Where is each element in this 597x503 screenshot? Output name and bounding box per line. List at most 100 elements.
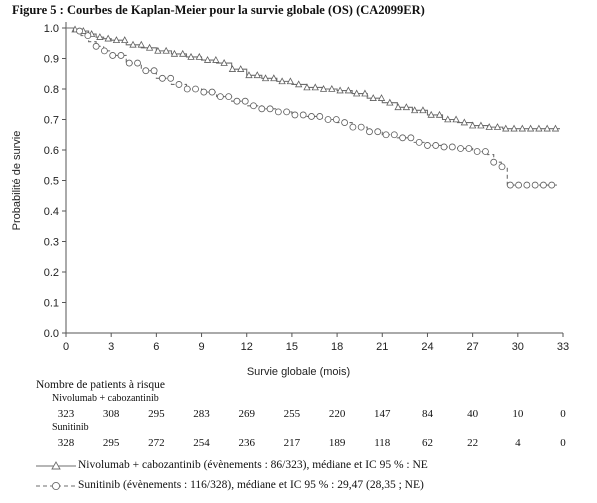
censor-marker-circle: [183, 85, 191, 93]
y-tick-label: 0.8: [44, 84, 59, 96]
censor-marker-circle: [134, 59, 141, 67]
censor-marker-circle: [316, 113, 324, 120]
censor-marker-circle: [349, 123, 357, 131]
censor-marker-circle: [357, 123, 365, 131]
censor-marker-circle: [506, 181, 514, 189]
x-tick-label: 21: [376, 341, 388, 353]
censor-marker-triangle: [253, 71, 261, 79]
risk-count: 22: [467, 437, 479, 449]
chart-curves: [66, 25, 560, 189]
x-axis-label: Survie globale (mois): [247, 366, 350, 378]
y-tick-label: 0.7: [44, 115, 59, 127]
censor-marker-circle: [473, 148, 481, 155]
censor-marker-circle: [158, 74, 166, 82]
risk-count: 0: [560, 408, 566, 420]
risk-count: 295: [102, 437, 120, 449]
censor-marker-circle: [540, 181, 547, 189]
x-tick-label: 9: [198, 341, 204, 353]
censor-marker-triangle: [237, 65, 245, 72]
censor-marker-triangle: [535, 124, 543, 132]
risk-count: 0: [560, 437, 566, 449]
risk-count: 254: [193, 437, 210, 449]
risk-count: 220: [328, 408, 346, 420]
censor-marker-triangle: [551, 124, 560, 132]
censor-marker-circle: [457, 145, 464, 152]
risk-count: 323: [57, 408, 75, 420]
censor-marker-circle: [225, 93, 233, 101]
censor-marker-triangle: [510, 124, 518, 132]
censor-marker-circle: [366, 128, 373, 136]
x-tick-label: 6: [153, 341, 159, 353]
censor-marker-circle: [216, 93, 224, 101]
censor-marker-triangle: [154, 46, 162, 54]
censor-marker-circle: [299, 111, 307, 119]
censor-marker-triangle: [137, 40, 145, 48]
censor-marker-circle: [101, 47, 108, 55]
censor-marker-triangle: [179, 49, 187, 57]
y-tick-label: 0.4: [44, 206, 59, 218]
risk-count: 10: [512, 408, 524, 420]
censor-marker-circle: [125, 59, 133, 67]
risk-count: 269: [238, 408, 255, 420]
censor-marker-circle: [250, 102, 257, 110]
censor-marker-triangle: [187, 52, 195, 60]
censor-marker-circle: [192, 85, 199, 93]
censor-marker-triangle: [303, 83, 311, 91]
censor-marker-triangle: [452, 115, 460, 123]
censor-marker-circle: [291, 111, 299, 119]
risk-count: 217: [283, 437, 301, 449]
risk-count: 328: [57, 437, 75, 449]
censor-marker-circle: [432, 142, 440, 149]
censor-marker-triangle: [278, 77, 286, 85]
figure-title: Figure 5 : Courbes de Kaplan-Meier pour …: [12, 3, 425, 17]
censor-marker-circle: [76, 27, 83, 35]
censor-marker-triangle: [444, 115, 452, 123]
censor-marker-circle: [465, 145, 473, 152]
risk-count: 295: [148, 408, 165, 420]
censor-marker-triangle: [96, 33, 104, 40]
risk-count: 255: [283, 408, 301, 420]
y-axis-label: Probabilité de survie: [11, 131, 23, 231]
censor-marker-circle: [424, 142, 431, 149]
censor-marker-triangle: [435, 110, 444, 118]
censor-marker-circle: [266, 105, 274, 113]
risk-table-title: Nombre de patients à risque: [36, 379, 166, 391]
censor-marker-circle: [109, 52, 117, 59]
y-tick-label: 0.2: [44, 267, 59, 279]
x-tick-label: 27: [467, 341, 479, 353]
censor-marker-triangle: [220, 59, 228, 66]
risk-count: 40: [467, 408, 479, 420]
censor-marker-triangle: [493, 123, 502, 130]
y-tick-label: 0.1: [44, 298, 59, 310]
censor-marker-triangle: [518, 124, 527, 132]
censor-marker-circle: [208, 88, 216, 96]
x-tick-label: 18: [331, 341, 343, 353]
censor-marker-circle: [117, 52, 125, 59]
censor-marker-circle: [482, 148, 489, 155]
censor-marker-triangle: [245, 71, 253, 79]
series-line-nivolumab: [66, 27, 560, 130]
censor-marker-triangle: [402, 103, 411, 111]
censor-marker-circle: [498, 163, 506, 171]
censor-marker-triangle: [328, 84, 336, 92]
risk-group-name: Nivolumab + cabozantinib: [52, 393, 159, 404]
censor-marker-triangle: [121, 36, 129, 43]
censor-marker-circle: [531, 181, 539, 189]
censor-marker-triangle: [295, 80, 303, 88]
censor-marker-circle: [399, 134, 407, 142]
risk-count: 4: [515, 437, 521, 449]
censor-marker-circle: [415, 138, 423, 146]
x-tick-label: 15: [286, 341, 298, 353]
legend-line-dashed-circle: [36, 481, 76, 491]
censor-marker-triangle: [319, 84, 328, 92]
x-tick-label: 30: [512, 341, 524, 353]
x-tick-label: 33: [557, 341, 569, 353]
censor-marker-circle: [382, 131, 390, 139]
risk-count: 84: [421, 408, 433, 420]
chart-axes: 0.0 0.1 0.2 0.3 0.4 0.5 0.6 0.7 0.8 0.9 1.0 0 3 6 9 12 1…: [11, 22, 569, 378]
legend-label: Nivolumab + cabozantinib (évènements : 8…: [78, 459, 428, 471]
censor-marker-triangle: [502, 124, 510, 132]
censor-marker-triangle: [386, 98, 394, 106]
censor-marker-triangle: [129, 40, 137, 48]
censor-marker-triangle: [410, 106, 419, 114]
